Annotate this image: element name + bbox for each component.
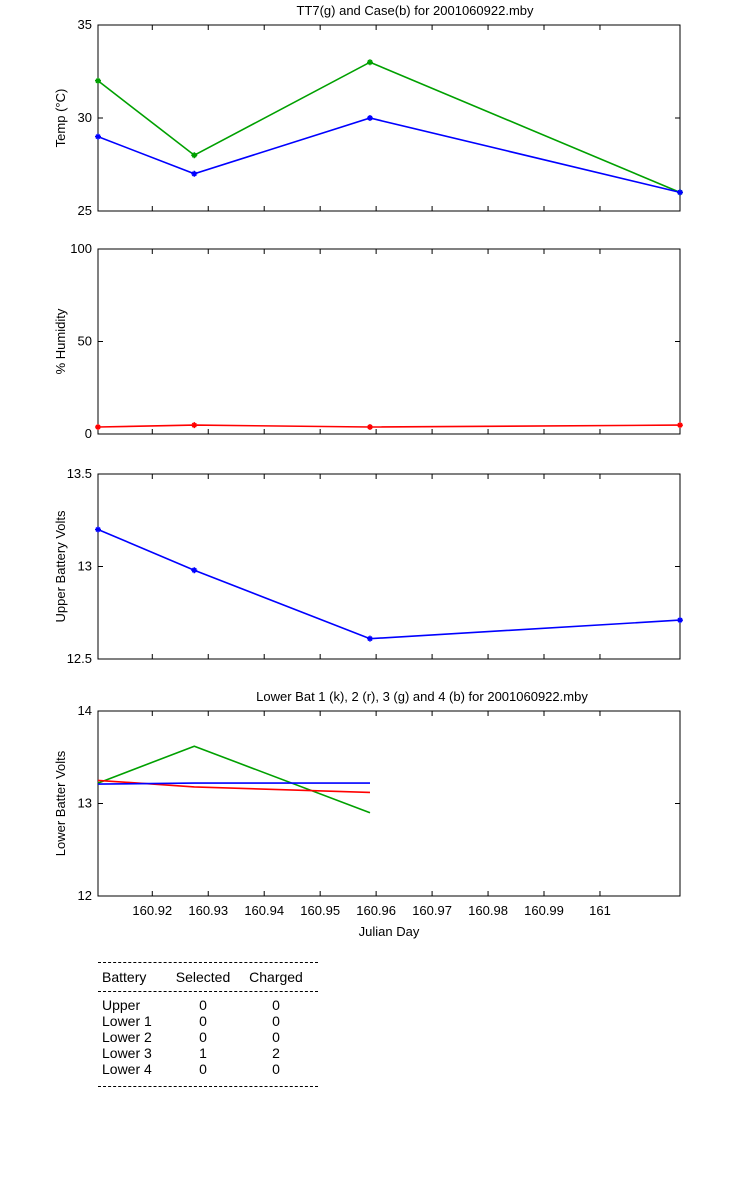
data-point-marker: [191, 567, 198, 574]
row-charged-value: 0: [272, 1061, 280, 1077]
data-point-marker: [677, 189, 683, 196]
table-top-divider: [98, 962, 318, 963]
x-tick-label: 160.92: [132, 903, 172, 918]
x-tick-label: 160.97: [412, 903, 452, 918]
y-tick-label: 25: [78, 203, 92, 218]
row-selected-value: 0: [199, 997, 207, 1013]
table-row: Lower 2 0 0: [98, 1029, 318, 1045]
x-tick-label: 160.98: [468, 903, 508, 918]
table-bottom-divider: [98, 1086, 318, 1087]
y-tick-label: 12.5: [67, 651, 92, 666]
y-tick-label: 50: [78, 334, 92, 349]
y-tick-label: 14: [78, 703, 92, 718]
y-tick-label: 100: [70, 241, 92, 256]
row-charged-value: 2: [272, 1045, 280, 1061]
y-tick-label: 12: [78, 888, 92, 903]
table-header-divider: [98, 991, 318, 992]
chart-title: TT7(g) and Case(b) for 2001060922.mby: [296, 3, 534, 18]
row-selected-value: 1: [199, 1045, 207, 1061]
panel-1: [95, 24, 683, 212]
x-tick-label: 161: [589, 903, 611, 918]
row-battery-name: Upper: [102, 997, 141, 1013]
y-axis-label: % Humidity: [53, 308, 68, 374]
data-point-marker: [366, 115, 373, 121]
data-point-marker: [95, 526, 101, 533]
series-line-3: [97, 782, 370, 785]
y-tick-label: 13.5: [67, 466, 92, 481]
panel-3: [95, 473, 683, 660]
x-tick-label: 160.96: [356, 903, 396, 918]
chart-figure: 25 30 35 TT7(g) and Case(b) for 2001060922.…: [53, 3, 683, 939]
row-charged-value: 0: [272, 997, 280, 1013]
data-point-marker: [95, 133, 101, 140]
data-point-marker: [191, 170, 198, 177]
battery-table: Battery Selected Charged Upper 0 0 Lower…: [98, 962, 318, 1087]
y-tick-label: 0: [85, 426, 92, 441]
series-line-1: [97, 424, 681, 428]
data-point-marker: [95, 77, 101, 84]
data-point-marker: [677, 617, 683, 624]
row-charged-value: 0: [272, 1029, 280, 1045]
x-tick-label: 160.95: [300, 903, 340, 918]
table-body: Upper 0 0 Lower 1 0 0 Lower 2 0 0 Lower …: [98, 992, 318, 1086]
data-point-marker: [366, 59, 373, 66]
y-tick-label: 30: [78, 110, 92, 125]
y-tick-label: 13: [78, 796, 92, 811]
x-axis-label: Julian Day: [359, 924, 420, 939]
data-point-marker: [95, 423, 101, 430]
plot-frame: [97, 24, 681, 212]
x-tick-label: 160.99: [524, 903, 564, 918]
data-point-marker: [366, 635, 373, 642]
row-battery-name: Lower 3: [102, 1045, 152, 1061]
table-row: Lower 1 0 0: [98, 1013, 318, 1029]
row-charged-value: 0: [272, 1013, 280, 1029]
table-row: Lower 3 1 2: [98, 1045, 318, 1061]
series-line-2: [97, 117, 681, 194]
table-row: Lower 4 0 0: [98, 1061, 318, 1077]
series-line-2: [97, 779, 371, 794]
chart-title: Lower Bat 1 (k), 2 (r), 3 (g) and 4 (b) …: [256, 689, 588, 704]
x-tick-label: 160.94: [244, 903, 284, 918]
row-battery-name: Lower 4: [102, 1061, 152, 1077]
y-axis-label: Temp (°C): [53, 89, 68, 148]
y-tick-label: 13: [78, 559, 92, 574]
header-selected: Selected: [175, 969, 231, 985]
x-tick-label: 160.93: [188, 903, 228, 918]
row-selected-value: 0: [199, 1029, 207, 1045]
row-battery-name: Lower 1: [102, 1013, 152, 1029]
y-axis-label: Upper Battery Volts: [53, 510, 68, 622]
data-point-marker: [191, 422, 198, 429]
panel-4: [97, 710, 681, 897]
header-battery: Battery: [102, 969, 147, 985]
plot-frame: [97, 248, 681, 435]
series-line-1: [97, 528, 681, 640]
y-tick-label: 35: [78, 17, 92, 32]
data-point-marker: [366, 423, 373, 430]
row-selected-value: 0: [199, 1013, 207, 1029]
panel-2: [95, 248, 683, 435]
y-axis-label: Lower Batter Volts: [53, 750, 68, 856]
table-header-row: Battery Selected Charged: [98, 963, 318, 991]
data-point-marker: [191, 152, 198, 159]
row-battery-name: Lower 2: [102, 1029, 152, 1045]
data-point-marker: [677, 422, 683, 429]
header-charged: Charged: [249, 969, 303, 985]
table-row: Upper 0 0: [98, 997, 318, 1013]
series-line-1: [97, 61, 681, 194]
row-selected-value: 0: [199, 1061, 207, 1077]
plot-frame: [97, 710, 681, 897]
